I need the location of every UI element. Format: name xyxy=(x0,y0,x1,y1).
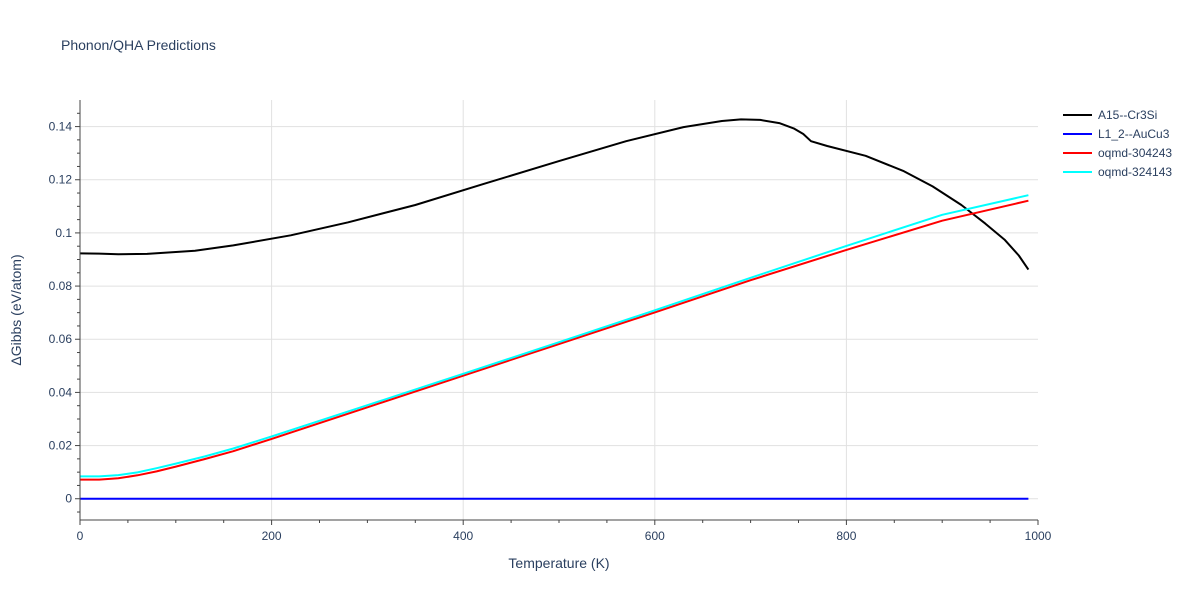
y-tick-label: 0.08 xyxy=(49,279,73,293)
legend-label: L1_2--AuCu3 xyxy=(1098,127,1170,141)
series-line-a15-cr3si xyxy=(79,118,1030,271)
legend-label: A15--Cr3Si xyxy=(1098,108,1157,122)
grid xyxy=(80,100,1038,520)
axes: 0 200 400 600 800 1000 0 0.02 0.04 0.06 0.08 0.1 0.1… xyxy=(49,100,1052,543)
legend-item[interactable]: L1_2--AuCu3 xyxy=(1063,127,1170,141)
x-axis-label: Temperature (K) xyxy=(508,555,609,571)
x-tick-label: 400 xyxy=(453,529,473,543)
x-tick-label: 200 xyxy=(262,529,282,543)
y-tick-label: 0.06 xyxy=(49,332,73,346)
legend-label: oqmd-304243 xyxy=(1098,146,1172,160)
x-tick-label: 800 xyxy=(836,529,856,543)
legend-item[interactable]: A15--Cr3Si xyxy=(1063,108,1157,122)
x-tick-label: 600 xyxy=(645,529,665,543)
y-tick-label: 0.1 xyxy=(55,226,72,240)
legend[interactable]: A15--Cr3Si L1_2--AuCu3 oqmd-304243 oqmd-324… xyxy=(1063,108,1172,179)
legend-label: oqmd-324143 xyxy=(1098,165,1172,179)
legend-item[interactable]: oqmd-304243 xyxy=(1063,146,1172,160)
y-tick-label: 0.12 xyxy=(49,173,73,187)
y-tick-label: 0 xyxy=(65,492,72,506)
series-line-oqmd-324143 xyxy=(80,194,1029,478)
y-tick-label: 0.14 xyxy=(49,120,73,134)
legend-item[interactable]: oqmd-324143 xyxy=(1063,165,1172,179)
x-tick-label: 1000 xyxy=(1025,529,1052,543)
series-line-oqmd-304243 xyxy=(80,199,1029,481)
series-group xyxy=(79,118,1030,500)
y-tick-label: 0.02 xyxy=(49,439,73,453)
y-axis-label: ΔGibbs (eV/atom) xyxy=(8,254,24,365)
x-tick-label: 0 xyxy=(77,529,84,543)
chart-title: Phonon/QHA Predictions xyxy=(61,37,216,53)
y-tick-label: 0.04 xyxy=(49,385,73,399)
